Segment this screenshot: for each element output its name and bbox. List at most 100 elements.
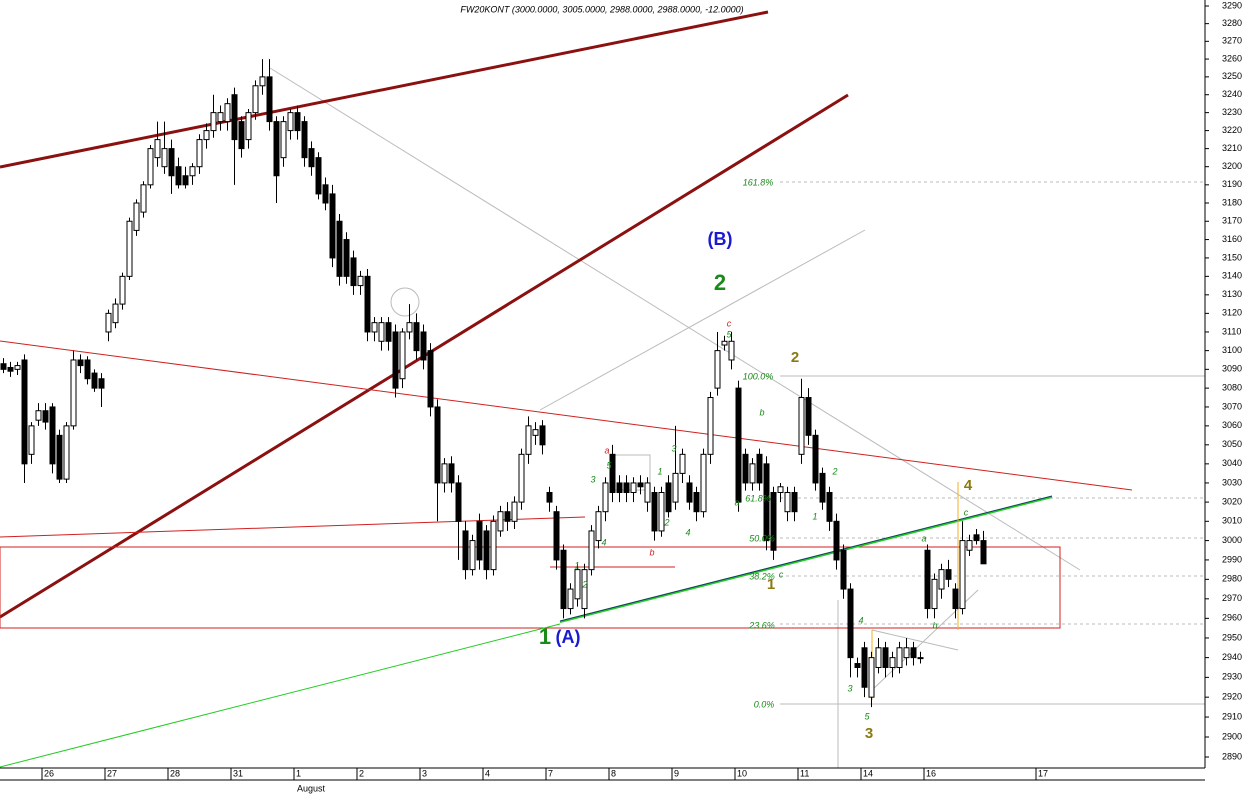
- y-tick-label: 3060: [1222, 420, 1242, 430]
- x-tick-label: 4: [485, 768, 490, 778]
- candle-body: [266, 76, 273, 123]
- candle-body: [868, 657, 875, 698]
- trend-line: [0, 516, 586, 538]
- y-tick-label: 2990: [1222, 554, 1242, 564]
- candle-body: [77, 359, 84, 367]
- candle-body: [553, 511, 560, 561]
- candle-body: [672, 472, 679, 503]
- candle-body: [273, 121, 280, 177]
- candle-body: [567, 588, 574, 610]
- candle-body: [28, 425, 35, 455]
- annotation: 1: [657, 466, 662, 476]
- candle-body: [917, 657, 924, 660]
- annotation: b: [932, 620, 937, 630]
- candle-body: [84, 359, 91, 380]
- annotation: c: [727, 318, 732, 328]
- y-tick-label: 3240: [1222, 89, 1242, 99]
- annotation: a: [921, 533, 926, 543]
- candle-body: [861, 647, 868, 688]
- annotation: 2: [581, 579, 587, 589]
- candle-body: [189, 166, 196, 177]
- candle-body: [21, 359, 28, 465]
- candle-body: [301, 121, 308, 159]
- annotation: 50.0%: [749, 533, 775, 543]
- candle-body: [476, 520, 483, 561]
- candle-body: [329, 193, 336, 259]
- annotation: 61.8%: [745, 493, 771, 503]
- annotation: 3: [590, 474, 595, 484]
- y-tick-label: 3030: [1222, 477, 1242, 487]
- candle-body: [637, 482, 644, 488]
- candle-body: [959, 540, 966, 610]
- annotation: 3: [847, 683, 852, 693]
- y-tick-label: 3130: [1222, 289, 1242, 299]
- candle-body: [721, 340, 728, 346]
- x-tick-label: 31: [233, 768, 243, 778]
- y-tick-label: 3170: [1222, 216, 1242, 226]
- candle-body: [980, 540, 987, 565]
- candle-body: [238, 121, 245, 150]
- candle-body: [49, 406, 56, 465]
- y-tick-label: 3050: [1222, 439, 1242, 449]
- y-tick-label: 3140: [1222, 271, 1242, 281]
- candle-body: [63, 425, 70, 480]
- candle-body: [399, 331, 406, 380]
- candle-body: [840, 549, 847, 590]
- candle-body: [763, 463, 770, 542]
- y-tick-label: 3290: [1222, 0, 1242, 10]
- candle-body: [483, 530, 490, 571]
- candle-body: [707, 397, 714, 455]
- candle-body: [973, 534, 980, 542]
- candle-body: [154, 139, 161, 159]
- candle-body: [315, 157, 322, 195]
- candle-body: [945, 569, 952, 580]
- annotation: 1: [812, 511, 817, 521]
- y-tick-label: 3220: [1222, 125, 1242, 135]
- candle-body: [133, 202, 140, 231]
- y-tick-label: 2900: [1222, 731, 1242, 741]
- candle-body: [910, 647, 917, 659]
- y-tick-label: 2980: [1222, 574, 1242, 584]
- y-tick-label: 3020: [1222, 496, 1242, 506]
- annotation: 1: [767, 576, 775, 593]
- candle-body: [574, 569, 581, 600]
- candle-body: [70, 359, 77, 427]
- candle-body: [735, 387, 742, 503]
- y-tick-label: 3270: [1222, 36, 1242, 46]
- y-tick-label: 3210: [1222, 143, 1242, 153]
- y-tick-label: 3280: [1222, 18, 1242, 28]
- y-tick-label: 3230: [1222, 107, 1242, 117]
- y-tick-label: 3080: [1222, 382, 1242, 392]
- candle-body: [693, 492, 700, 513]
- candle-body: [196, 139, 203, 168]
- x-tick-label: 10: [737, 768, 747, 778]
- x-tick-label: 11: [800, 768, 809, 778]
- candle-body: [217, 112, 224, 123]
- candle-body: [602, 482, 609, 513]
- x-tick-label: 26: [44, 768, 54, 778]
- zone: [0, 546, 1061, 629]
- candle-body: [518, 453, 525, 503]
- y-tick-label: 3200: [1222, 161, 1242, 171]
- trend-line: [539, 229, 866, 411]
- candle-body: [126, 220, 133, 277]
- candle-body: [560, 549, 567, 610]
- annotation: (A): [556, 627, 581, 647]
- annotation: 100.0%: [743, 371, 774, 381]
- candle-body: [35, 410, 42, 421]
- candle-body: [112, 303, 119, 324]
- candle-body: [791, 492, 798, 513]
- annotation: c: [964, 507, 969, 517]
- annotation: c: [779, 569, 784, 579]
- y-tick-label: 3260: [1222, 53, 1242, 63]
- candle-body: [42, 410, 49, 423]
- annotation: a: [734, 497, 739, 507]
- candle-body: [651, 492, 658, 532]
- candle-body: [770, 492, 777, 551]
- candle-body: [700, 453, 707, 513]
- annotation: 5: [864, 711, 870, 721]
- y-tick-label: 3110: [1222, 326, 1241, 336]
- annotation: b: [759, 407, 764, 417]
- trend-line: [269, 67, 1081, 571]
